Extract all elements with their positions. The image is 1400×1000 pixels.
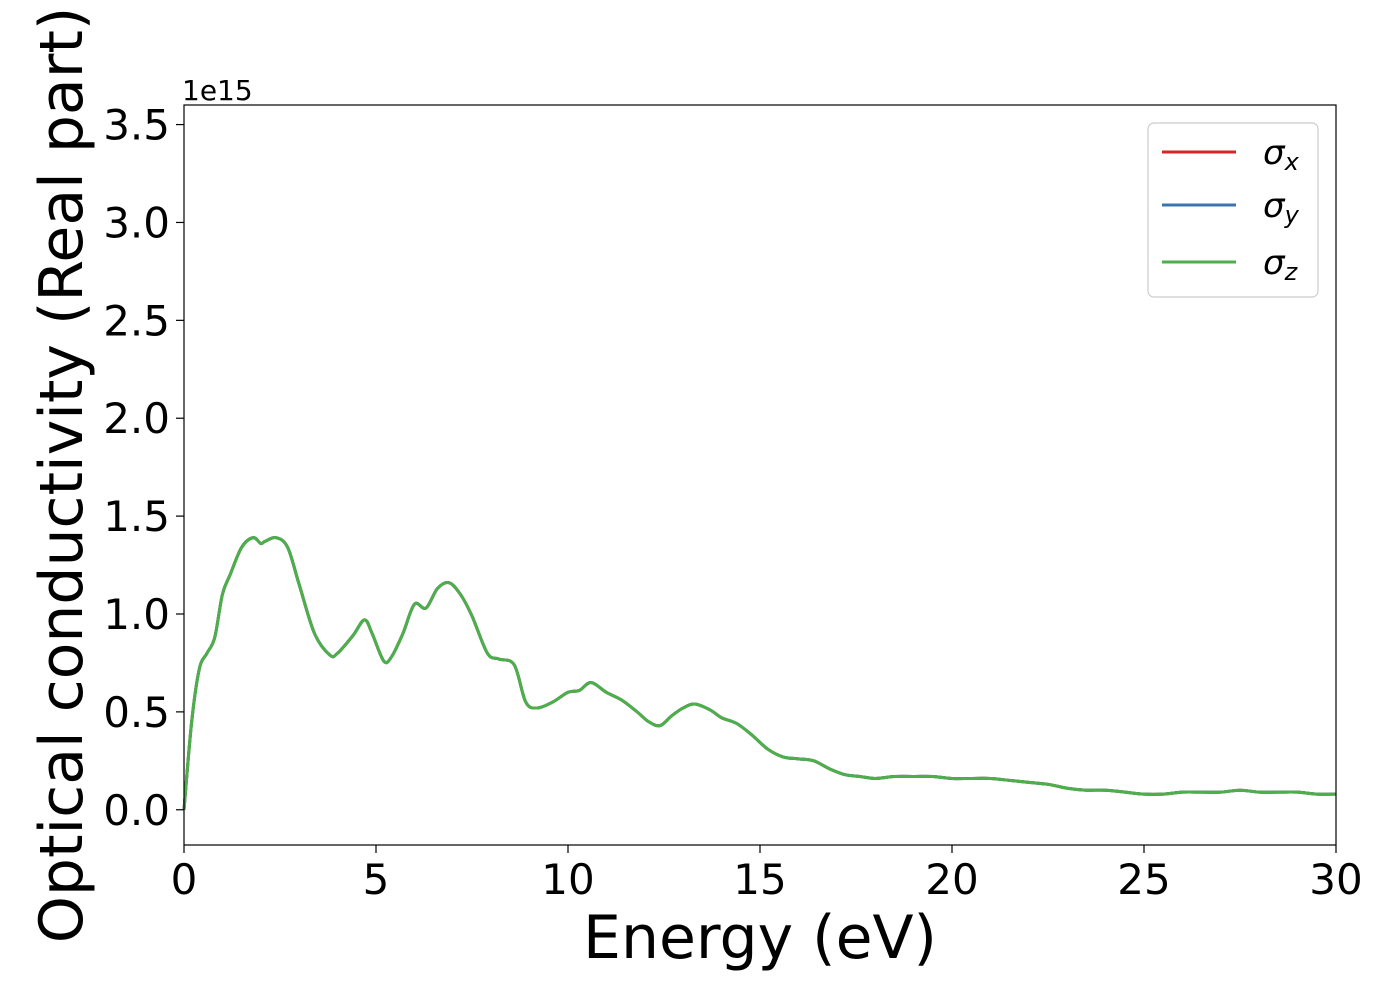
y-tick-label: 2.0 — [103, 394, 170, 443]
legend-subscript-z: z — [1284, 258, 1299, 286]
plot-area — [184, 105, 1336, 845]
series-layer — [182, 536, 1337, 810]
x-tick-label: 20 — [925, 855, 978, 904]
legend: σx σy σz — [1147, 122, 1319, 298]
x-tick-label: 0 — [171, 855, 198, 904]
y-axis-offset-label: 1e15 — [182, 74, 253, 107]
legend-label-sigma-y: σy — [1263, 186, 1300, 229]
x-tick-label: 25 — [1117, 855, 1170, 904]
x-axis-ticks: 0 5 10 15 20 25 30 — [171, 845, 1363, 904]
legend-label-sigma-z: σz — [1263, 243, 1299, 286]
y-tick-label: 1.0 — [103, 590, 170, 639]
legend-symbol-sigma-z: σ — [1263, 243, 1286, 283]
y-axis-ticks: 0.0 0.5 1.0 1.5 2.0 2.5 3.0 3.5 — [103, 101, 184, 835]
x-tick-label: 30 — [1309, 855, 1362, 904]
y-tick-label: 3.5 — [103, 101, 170, 150]
legend-subscript-y: y — [1284, 201, 1300, 229]
y-tick-label: 3.0 — [103, 198, 170, 247]
x-tick-label: 15 — [733, 855, 786, 904]
legend-subscript-x: x — [1284, 148, 1300, 176]
x-tick-label: 10 — [541, 855, 594, 904]
legend-symbol-sigma-x: σ — [1263, 133, 1286, 173]
x-axis-label: Energy (eV) — [583, 903, 937, 973]
legend-label-sigma-x: σx — [1263, 133, 1300, 176]
y-tick-label: 0.0 — [103, 786, 170, 835]
legend-box — [1147, 122, 1319, 298]
y-tick-label: 0.5 — [103, 688, 170, 737]
y-tick-label: 1.5 — [103, 492, 170, 541]
x-tick-label: 5 — [363, 855, 390, 904]
y-axis-label: Optical conductivity (Real part) — [27, 7, 97, 944]
y-tick-label: 2.5 — [103, 296, 170, 345]
series-line-sigma-z — [182, 536, 1337, 810]
legend-symbol-sigma-y: σ — [1263, 186, 1286, 226]
